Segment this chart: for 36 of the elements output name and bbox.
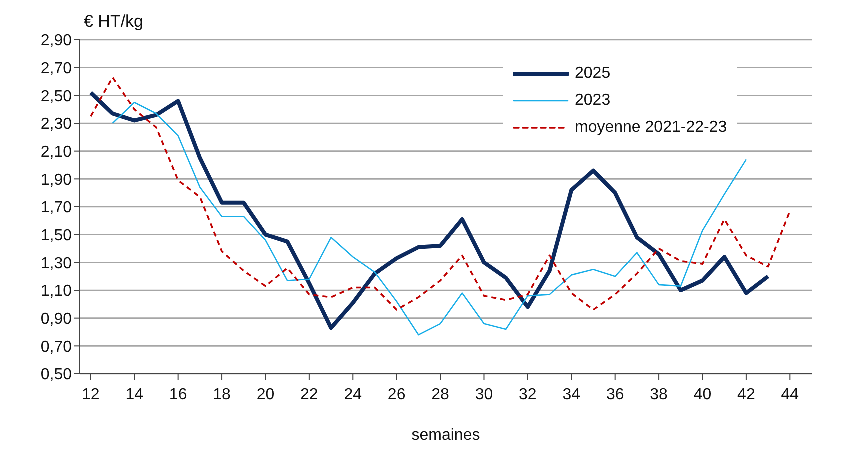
- x-tick-label: 28: [432, 386, 450, 404]
- y-tick-label: 1,50: [40, 228, 72, 245]
- y-tick-label: 2,50: [40, 88, 72, 106]
- x-tick-label: 22: [300, 386, 318, 404]
- x-tick-label: 14: [126, 386, 144, 404]
- x-axis-title: semaines: [412, 427, 480, 444]
- x-tick-label: 42: [738, 386, 756, 404]
- y-tick-label: 1,10: [40, 283, 72, 300]
- y-tick-label: 2,30: [40, 116, 72, 134]
- legend-label: 2023: [575, 92, 611, 110]
- x-tick-label: 24: [344, 386, 362, 404]
- x-tick-label: 12: [82, 386, 100, 404]
- y-tick-label: 1,70: [40, 200, 72, 217]
- x-tick-label: 20: [256, 386, 275, 404]
- y-tick-label: 1,30: [40, 255, 72, 272]
- y-tick-label: 0,90: [40, 311, 72, 328]
- y-tick-label: 2,70: [40, 60, 72, 78]
- x-tick-label: 40: [694, 386, 712, 404]
- x-tick-label: 30: [475, 386, 494, 404]
- x-tick-label: 36: [606, 386, 624, 404]
- y-tick-label: 2,10: [40, 144, 72, 162]
- y-tick-label: 1,90: [40, 172, 72, 189]
- x-tick-label: 38: [650, 386, 668, 404]
- y-tick-label: 0,70: [40, 338, 72, 356]
- x-tick-label: 16: [169, 386, 188, 404]
- y-tick-label: 2,90: [40, 32, 72, 50]
- legend-label: 2025: [575, 64, 611, 82]
- x-tick-label: 32: [519, 386, 537, 404]
- x-tick-label: 44: [781, 386, 800, 404]
- legend-label: moyenne 2021-22-23: [575, 118, 728, 136]
- x-tick-label: 26: [388, 386, 406, 404]
- x-tick-label: 34: [562, 386, 581, 404]
- y-tick-label: 0,50: [40, 366, 72, 384]
- y-axis-title: € HT/kg: [84, 12, 144, 32]
- line-series: [90, 76, 792, 311]
- x-tick-label: 18: [213, 386, 232, 404]
